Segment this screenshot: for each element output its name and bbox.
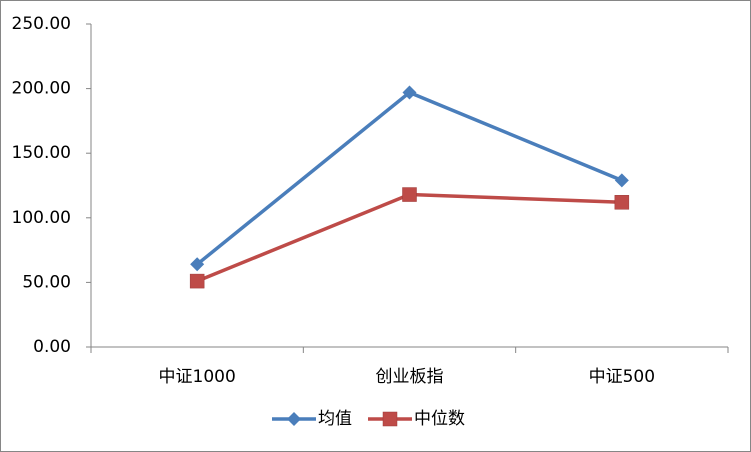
- data-point: [614, 173, 629, 188]
- data-point: [189, 273, 205, 289]
- y-tick-label: 250.00: [12, 14, 71, 34]
- x-tick-label: 创业板指: [376, 367, 444, 387]
- legend-label: 中位数: [414, 409, 465, 429]
- x-tick-label: 中证1000: [159, 367, 236, 387]
- legend-label: 均值: [318, 409, 352, 429]
- data-point: [614, 195, 630, 210]
- legend-marker: [382, 411, 398, 427]
- data-point: [190, 257, 205, 272]
- y-tick-label: 50.00: [22, 272, 71, 292]
- legend-marker: [287, 412, 301, 426]
- x-tick-label: 中证500: [589, 367, 655, 387]
- y-tick-label: 0.00: [33, 337, 71, 357]
- y-tick-label: 100.00: [12, 208, 71, 228]
- y-tick-label: 200.00: [12, 79, 71, 99]
- y-tick-label: 150.00: [12, 143, 71, 163]
- data-point: [402, 85, 417, 100]
- data-point: [402, 187, 417, 202]
